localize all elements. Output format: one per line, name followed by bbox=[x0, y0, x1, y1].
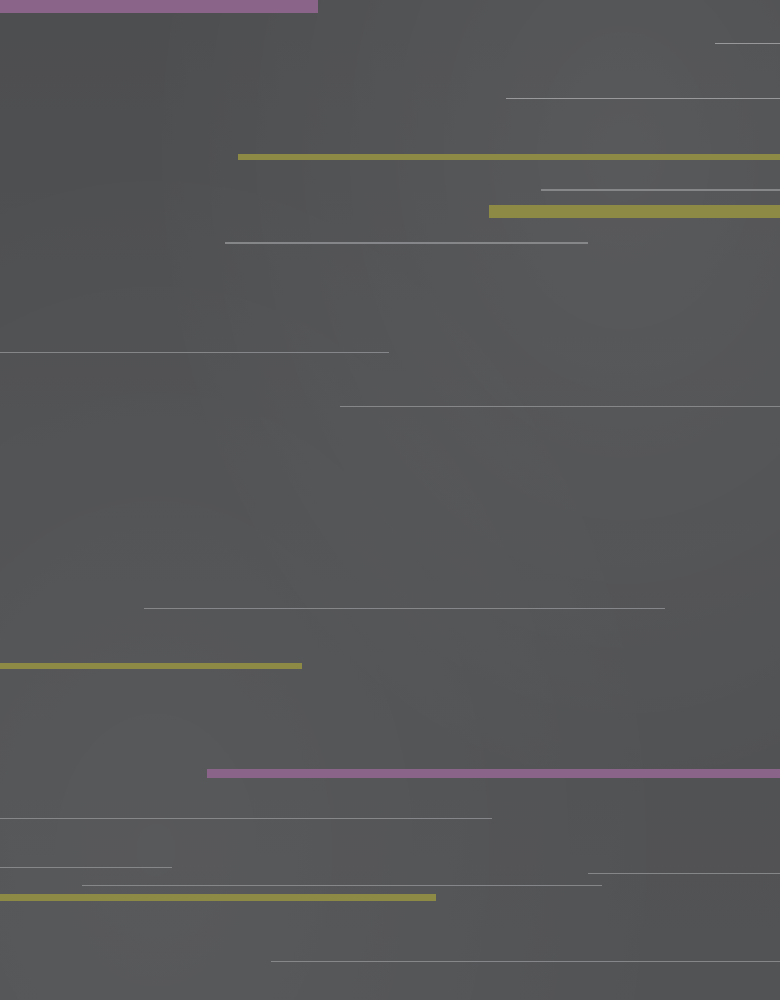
olive-bar-4 bbox=[0, 894, 436, 901]
thin-line-3 bbox=[541, 189, 780, 191]
thin-line-1 bbox=[715, 43, 780, 44]
olive-bar-1 bbox=[238, 154, 780, 160]
thin-line-4 bbox=[225, 242, 588, 244]
purple-bar-top bbox=[0, 0, 318, 13]
thin-line-10 bbox=[588, 873, 780, 874]
thin-line-5 bbox=[0, 352, 389, 353]
purple-bar-bottom bbox=[207, 769, 780, 778]
thin-line-2 bbox=[506, 98, 780, 99]
thin-line-6 bbox=[340, 406, 780, 407]
thin-line-12 bbox=[271, 961, 780, 962]
thin-line-7 bbox=[144, 608, 665, 609]
olive-bar-3 bbox=[0, 663, 302, 669]
thin-line-8 bbox=[0, 818, 492, 819]
olive-bar-2 bbox=[489, 205, 780, 218]
thin-line-9 bbox=[0, 867, 172, 868]
thin-line-11 bbox=[82, 885, 602, 886]
